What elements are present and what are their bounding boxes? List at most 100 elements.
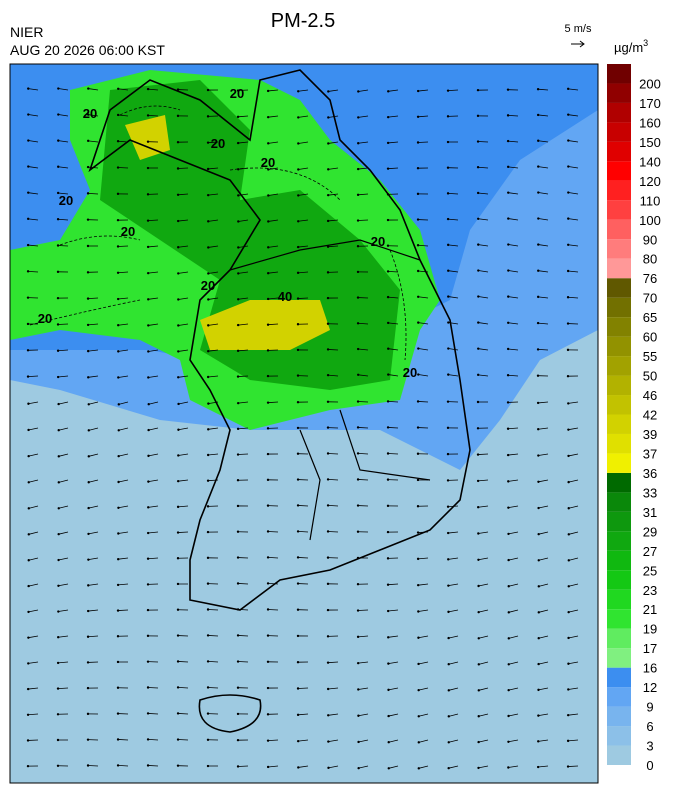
wind-vector-head <box>567 217 569 219</box>
wind-vector-head <box>327 530 329 532</box>
wind-vector-head <box>297 661 299 663</box>
wind-vector-head <box>27 375 29 377</box>
wind-vector-head <box>207 531 209 533</box>
wind-vector-head <box>237 479 239 481</box>
wind-vector-head <box>27 165 29 167</box>
wind-vector-head <box>177 141 179 143</box>
wind-vector-head <box>117 298 119 300</box>
wind-vector-head <box>567 481 569 483</box>
wind-vector-head <box>508 637 510 639</box>
wind-vector-head <box>87 738 89 740</box>
wind-vector-head <box>507 715 509 717</box>
colorbar-label: 39 <box>643 427 657 442</box>
wind-vector-head <box>87 297 89 299</box>
wind-vector-head <box>297 530 299 532</box>
wind-vector-head <box>327 194 329 196</box>
wind-vector-head <box>27 139 29 141</box>
wind-vector-head <box>117 532 119 534</box>
wind-vector-head <box>448 715 450 717</box>
wind-vector-head <box>447 347 449 349</box>
wind-vector-head <box>417 193 419 195</box>
wind-vector <box>298 298 308 299</box>
wind-vector-head <box>27 323 29 325</box>
colorbar-swatch <box>607 317 631 336</box>
wind-vector-head <box>147 558 149 560</box>
wind-vector-head <box>177 88 179 90</box>
wind-vector-head <box>447 269 449 271</box>
wind-vector-head <box>567 165 569 167</box>
wind-vector-head <box>477 374 479 376</box>
wind-vector-head <box>207 115 209 117</box>
wind-vector <box>238 583 248 584</box>
wind-vector-head <box>537 766 539 768</box>
wind-vector-head <box>507 269 509 271</box>
wind-vector-head <box>477 767 479 769</box>
wind-vector-head <box>237 246 239 248</box>
wind-vector-head <box>567 428 569 430</box>
wind-vector-head <box>87 507 89 509</box>
wind-vector-head <box>327 635 329 637</box>
wind-vector-head <box>117 764 119 766</box>
wind-vector-head <box>387 296 389 298</box>
wind-vector-head <box>417 167 419 169</box>
wind-vector-head <box>117 376 119 378</box>
wind-vector-head <box>117 712 119 714</box>
wind-vector-head <box>237 582 239 584</box>
wind-vector-head <box>387 167 389 169</box>
colorbar-label: 80 <box>643 252 657 267</box>
contour-label: 20 <box>201 278 215 293</box>
wind-vector-head <box>387 583 389 585</box>
colorbar-swatch <box>607 415 631 434</box>
wind-vector-head <box>327 220 329 222</box>
wind-vector-head <box>387 116 389 118</box>
wind-vector-head <box>87 218 89 220</box>
wind-vector-head <box>237 765 239 767</box>
unit-sup: 3 <box>643 38 648 48</box>
wind-vector-head <box>237 298 239 300</box>
wind-vector-head <box>177 480 179 482</box>
wind-vector-head <box>537 689 539 691</box>
wind-vector-head <box>387 245 389 247</box>
wind-vector-head <box>87 140 89 142</box>
wind-vector-head <box>87 610 89 612</box>
wind-vector-head <box>117 609 119 611</box>
wind-vector-head <box>537 165 539 167</box>
wind-vector-head <box>357 348 359 350</box>
wind-vector-head <box>147 114 149 116</box>
wind-vector-head <box>327 142 329 144</box>
colorbar-swatch <box>607 103 631 122</box>
wind-vector-head <box>147 712 149 714</box>
wind-vector-head <box>267 375 269 377</box>
wind-vector-head <box>297 194 299 196</box>
wind-vector-head <box>177 712 179 714</box>
wind-vector-head <box>387 636 389 638</box>
wind-vector-head <box>507 166 509 168</box>
wind-vector <box>238 454 248 455</box>
wind-vector-head <box>387 505 389 507</box>
contour-label: 20 <box>38 311 52 326</box>
wind-vector-head <box>477 506 479 508</box>
colorbar-swatch <box>607 668 631 687</box>
wind-vector-head <box>57 218 59 220</box>
contour-label: 20 <box>403 365 417 380</box>
colorbar-label: 65 <box>643 310 657 325</box>
colorbar-label: 29 <box>643 524 657 539</box>
wind-vector-head <box>57 350 59 352</box>
colorbar-swatch <box>607 298 631 317</box>
colorbar-label: 76 <box>643 271 657 286</box>
wind-vector-head <box>327 297 329 299</box>
wind-vector-head <box>447 427 449 429</box>
wind-vector-head <box>57 271 59 273</box>
wind-vector-head <box>567 191 569 193</box>
wind-vector-head <box>297 609 299 611</box>
wind-vector-head <box>297 504 299 506</box>
wind-vector-head <box>477 401 479 403</box>
wind-vector-head <box>297 582 299 584</box>
wind-vector-head <box>237 194 239 196</box>
wind-vector-head <box>327 688 329 690</box>
wind-vector-head <box>177 429 179 431</box>
wind-vector-head <box>237 713 239 715</box>
wind-vector-head <box>267 246 269 248</box>
wind-vector-head <box>357 296 359 298</box>
colorbar-label: 70 <box>643 291 657 306</box>
